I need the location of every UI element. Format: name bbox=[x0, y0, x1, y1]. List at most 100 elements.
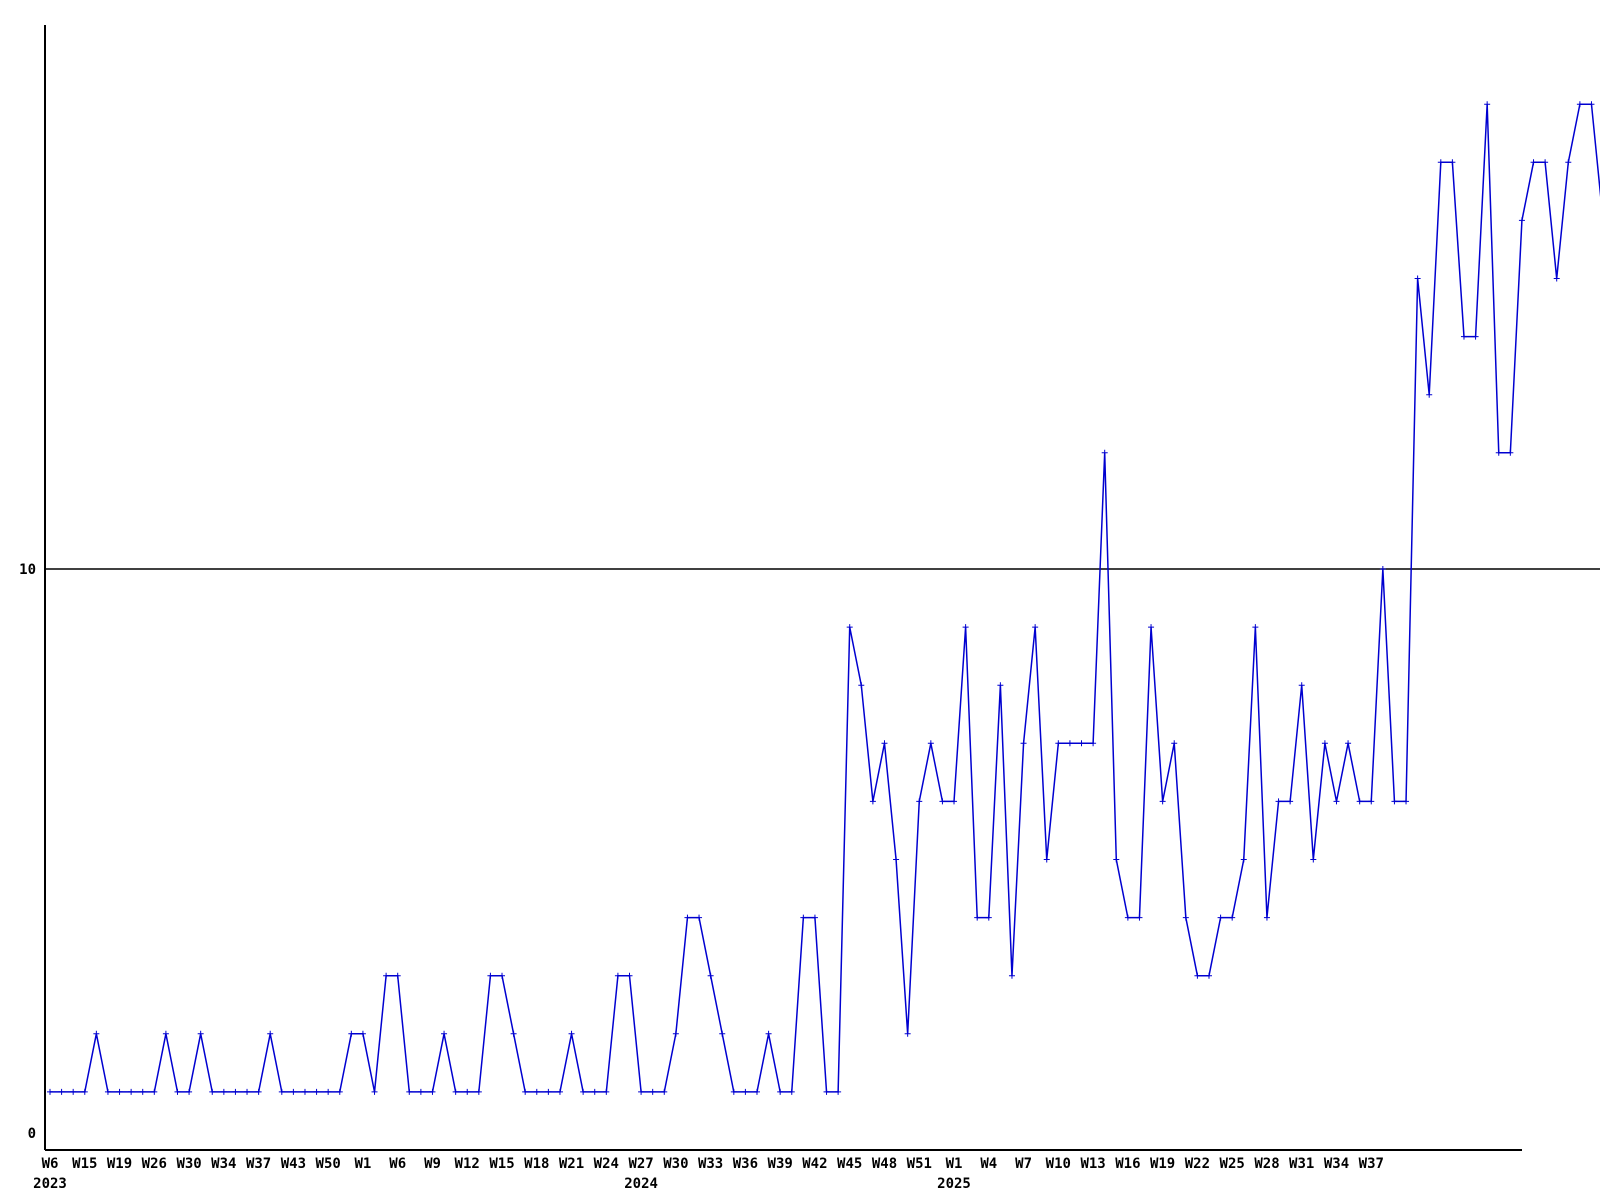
x-tick-label: W22 bbox=[1185, 1156, 1210, 1172]
data-point bbox=[1032, 624, 1039, 631]
data-point bbox=[1368, 798, 1375, 805]
data-point bbox=[730, 1088, 737, 1095]
data-point bbox=[1530, 159, 1537, 166]
data-point bbox=[626, 972, 633, 979]
data-point bbox=[974, 914, 981, 921]
data-point bbox=[394, 972, 401, 979]
x-tick-label: W31 bbox=[1289, 1156, 1314, 1172]
data-point bbox=[255, 1088, 262, 1095]
data-point bbox=[278, 1088, 285, 1095]
x-tick-label: W45 bbox=[837, 1156, 862, 1172]
data-point bbox=[1182, 914, 1189, 921]
data-point bbox=[846, 624, 853, 631]
data-point bbox=[209, 1088, 216, 1095]
x-tick-label: W24 bbox=[594, 1156, 619, 1172]
data-point bbox=[1391, 798, 1398, 805]
data-point bbox=[1576, 101, 1583, 108]
data-point bbox=[499, 972, 506, 979]
data-point bbox=[406, 1088, 413, 1095]
x-tick-label: W25 bbox=[1220, 1156, 1245, 1172]
data-point bbox=[1148, 624, 1155, 631]
data-point bbox=[464, 1088, 471, 1095]
x-tick-label: W15 bbox=[489, 1156, 514, 1172]
data-point bbox=[128, 1088, 135, 1095]
x-tick-label: W50 bbox=[316, 1156, 341, 1172]
data-point bbox=[220, 1088, 227, 1095]
data-point bbox=[162, 1030, 169, 1037]
data-point bbox=[1472, 333, 1479, 340]
data-point bbox=[1426, 391, 1433, 398]
data-point bbox=[661, 1088, 668, 1095]
data-point bbox=[1136, 914, 1143, 921]
data-point bbox=[800, 914, 807, 921]
data-point bbox=[1518, 217, 1525, 224]
data-point bbox=[916, 798, 923, 805]
data-point bbox=[1507, 449, 1514, 456]
data-point bbox=[1240, 856, 1247, 863]
x-tick-label: W36 bbox=[733, 1156, 758, 1172]
x-tick-label: W27 bbox=[628, 1156, 653, 1172]
data-point bbox=[893, 856, 900, 863]
series-markers bbox=[47, 101, 1595, 1095]
x-tick-label: W21 bbox=[559, 1156, 584, 1172]
plot-area: W6 W15 W19 W26 W30 W34 W37 W43 W50 W1 W6 W9 W12 W15 W1… bbox=[19, 25, 1600, 1192]
data-point bbox=[1495, 449, 1502, 456]
data-point bbox=[927, 740, 934, 747]
data-point bbox=[556, 1088, 563, 1095]
data-point bbox=[313, 1088, 320, 1095]
data-point bbox=[1460, 333, 1467, 340]
data-point bbox=[81, 1088, 88, 1095]
data-point bbox=[1078, 740, 1085, 747]
data-point bbox=[638, 1088, 645, 1095]
data-point bbox=[1229, 914, 1236, 921]
data-point bbox=[939, 798, 946, 805]
data-point bbox=[997, 682, 1004, 689]
data-point bbox=[348, 1030, 355, 1037]
x-year-label: 2024 bbox=[624, 1176, 658, 1192]
data-point bbox=[244, 1088, 251, 1095]
data-point bbox=[1263, 914, 1270, 921]
data-point bbox=[429, 1088, 436, 1095]
data-point bbox=[811, 914, 818, 921]
data-point bbox=[1124, 914, 1131, 921]
x-tick-label: W6 bbox=[42, 1156, 59, 1172]
x-tick-label: W28 bbox=[1254, 1156, 1279, 1172]
x-tick-label: W10 bbox=[1046, 1156, 1071, 1172]
data-point bbox=[1043, 856, 1050, 863]
x-tick-label: W26 bbox=[142, 1156, 167, 1172]
data-point bbox=[591, 1088, 598, 1095]
data-point bbox=[290, 1088, 297, 1095]
data-point bbox=[684, 914, 691, 921]
data-point bbox=[1206, 972, 1212, 979]
x-tick-label: W48 bbox=[872, 1156, 897, 1172]
x-tick-label: W51 bbox=[907, 1156, 932, 1172]
data-point bbox=[614, 972, 621, 979]
data-point bbox=[1414, 275, 1421, 282]
data-point bbox=[1252, 624, 1259, 631]
data-point bbox=[1321, 740, 1328, 747]
data-point bbox=[742, 1088, 749, 1095]
data-point bbox=[1437, 159, 1444, 166]
data-point bbox=[47, 1088, 53, 1095]
data-point bbox=[475, 1088, 482, 1095]
x-tick-label: W9 bbox=[424, 1156, 441, 1172]
x-axis-tick-labels: W6 W15 W19 W26 W30 W34 W37 W43 W50 W1 W6 W9 W12 W15 W1… bbox=[42, 1156, 1384, 1172]
x-tick-label: W15 bbox=[72, 1156, 97, 1172]
data-point bbox=[1379, 566, 1386, 572]
data-point bbox=[186, 1088, 193, 1095]
data-point bbox=[951, 798, 958, 805]
data-point bbox=[696, 914, 703, 921]
x-tick-label: W6 bbox=[389, 1156, 406, 1172]
data-point bbox=[1159, 798, 1166, 805]
data-point bbox=[568, 1030, 575, 1037]
x-tick-label: W19 bbox=[1150, 1156, 1175, 1172]
data-point bbox=[1055, 740, 1062, 747]
x-tick-label: W4 bbox=[980, 1156, 997, 1172]
data-point bbox=[1403, 798, 1410, 805]
x-axis-year-labels: 2023 2024 2025 bbox=[33, 1176, 971, 1192]
data-point bbox=[383, 972, 390, 979]
data-point bbox=[58, 1088, 65, 1095]
data-point bbox=[267, 1030, 274, 1037]
data-point bbox=[1298, 682, 1305, 689]
x-tick-label: W18 bbox=[524, 1156, 549, 1172]
